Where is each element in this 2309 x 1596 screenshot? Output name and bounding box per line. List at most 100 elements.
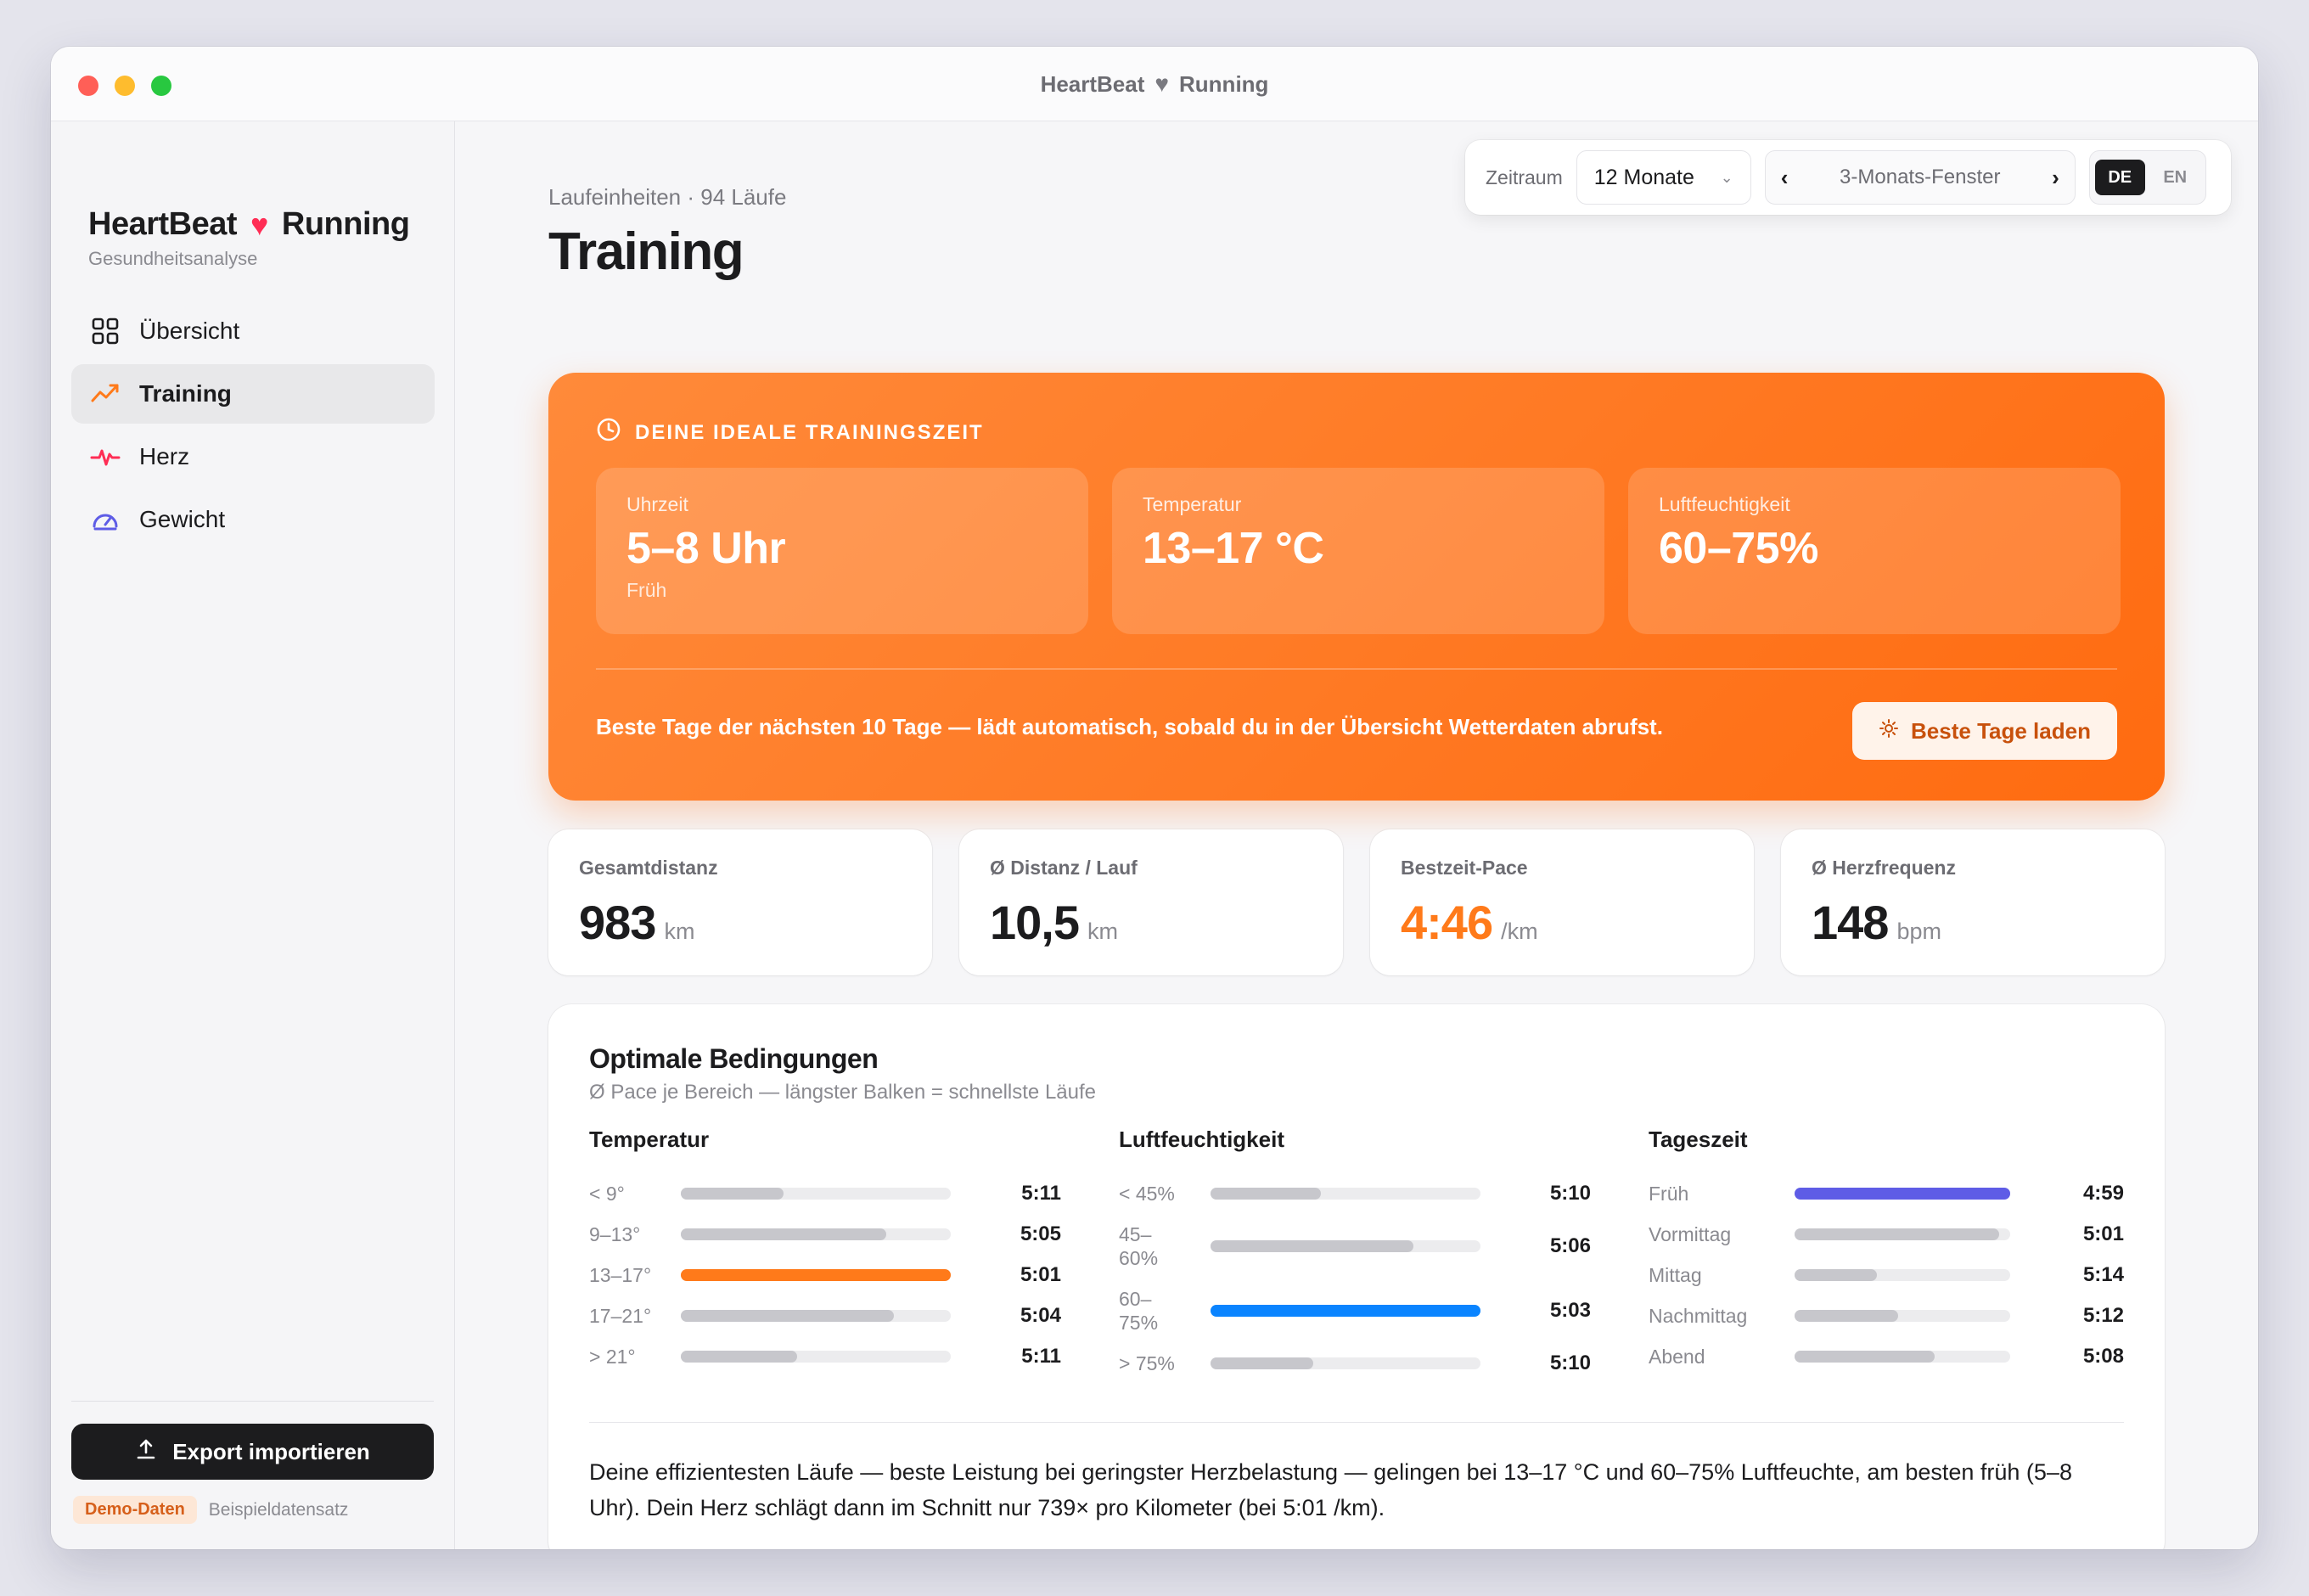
load-best-days-button[interactable]: Beste Tage laden <box>1852 702 2117 760</box>
condition-bar-track <box>1211 1305 1480 1317</box>
condition-row: 45– 60% 5:06 <box>1119 1214 1621 1278</box>
stat-value: 983 <box>579 896 656 949</box>
hero-card-humidity: Luftfeuchtigkeit 60–75% <box>1628 468 2121 634</box>
condition-bar <box>681 1228 886 1240</box>
hero-divider <box>596 668 2117 670</box>
title-bar: HeartBeat ♥ Running <box>51 47 2258 121</box>
condition-bar <box>681 1269 951 1281</box>
column-rows: Früh 4:59 Vormittag 5:01 Mittag 5:14 Nachmitta… <box>1649 1173 2151 1377</box>
stat-unit: bpm <box>1896 919 1941 944</box>
condition-bar <box>681 1351 797 1363</box>
condition-value: 5:12 <box>2082 1304 2124 1327</box>
condition-bar-track <box>1795 1310 2010 1322</box>
condition-value: 5:14 <box>2082 1263 2124 1286</box>
heart-icon: ♥ <box>250 206 268 242</box>
window-navigator: ‹ 3-Monats-Fenster › <box>1764 150 2076 205</box>
condition-bar <box>1795 1310 1898 1322</box>
load-best-days-label: Beste Tage laden <box>1911 717 2091 744</box>
condition-value: 5:11 <box>1021 1345 1061 1368</box>
stat-best-pace: Bestzeit-Pace 4:46 /km <box>1370 829 1754 975</box>
condition-row: 17–21° 5:04 <box>589 1295 1092 1336</box>
stat-value: 148 <box>1812 896 1889 949</box>
condition-bar <box>1211 1240 1413 1252</box>
condition-value: 5:01 <box>1020 1263 1061 1286</box>
hero-card-value: 13–17 °C <box>1143 524 1324 573</box>
window-title-left: HeartBeat <box>1040 70 1145 97</box>
stat-value-row: 4:46 /km <box>1401 895 1723 950</box>
column-title: Temperatur <box>589 1127 710 1152</box>
condition-label: 45– 60% <box>1119 1223 1159 1269</box>
condition-value: 4:59 <box>2082 1182 2124 1205</box>
condition-value: 5:05 <box>1020 1222 1061 1245</box>
window-title: HeartBeat ♥ Running <box>51 47 2258 121</box>
condition-value: 5:03 <box>1549 1299 1591 1322</box>
stat-avg-heart-rate: Ø Herzfrequenz 148 bpm <box>1781 829 2165 975</box>
hero-heading: DEINE IDEALE TRAININGSZEIT <box>596 417 984 448</box>
export-import-label: Export importieren <box>172 1438 370 1464</box>
condition-row: 13–17° 5:01 <box>589 1255 1092 1295</box>
range-value: 12 Monate <box>1593 165 1694 189</box>
prev-window-button[interactable]: ‹ <box>1780 164 1789 190</box>
condition-row: Mittag 5:14 <box>1649 1255 2151 1295</box>
condition-bar-track <box>681 1188 951 1200</box>
brand-name-left: HeartBeat <box>88 206 238 242</box>
range-select[interactable]: 12 Monate ⌄ <box>1576 150 1751 205</box>
sidebar-item-weight[interactable]: Gewicht <box>71 490 435 549</box>
close-window-button[interactable] <box>78 76 98 96</box>
page-eyebrow: Laufeinheiten · 94 Läufe <box>548 184 787 210</box>
language-switch: DE EN <box>2088 150 2206 205</box>
hero-card-label: Uhrzeit <box>626 493 688 515</box>
sidebar-item-training[interactable]: Training <box>71 364 435 424</box>
column-title: Tageszeit <box>1649 1127 1748 1152</box>
grid-icon <box>90 316 121 346</box>
zoom-window-button[interactable] <box>151 76 171 96</box>
condition-label: 60– 75% <box>1119 1288 1159 1334</box>
stat-value-row: 148 bpm <box>1812 895 2134 950</box>
stat-label: Ø Distanz / Lauf <box>990 857 1138 879</box>
condition-row: Nachmittag 5:12 <box>1649 1295 2151 1336</box>
page-title: Training <box>548 222 744 281</box>
minimize-window-button[interactable] <box>115 76 135 96</box>
condition-row: > 75% 5:10 <box>1119 1343 1621 1384</box>
condition-bar-track <box>1211 1357 1480 1369</box>
conditions-subtitle: Ø Pace je Bereich — längster Balken = sc… <box>589 1081 1096 1104</box>
condition-value: 5:08 <box>2082 1345 2124 1368</box>
condition-bar-track <box>1795 1269 2010 1281</box>
lang-en-button[interactable]: EN <box>2163 167 2188 187</box>
sun-icon <box>1879 718 1899 745</box>
condition-bar-track <box>681 1310 951 1322</box>
brand-title: HeartBeat ♥ Running <box>88 206 410 243</box>
hero-card-time: Uhrzeit 5–8 Uhr Früh <box>596 468 1088 634</box>
condition-bar <box>1795 1228 2000 1240</box>
sidebar-item-label: Gewicht <box>139 506 226 532</box>
condition-row: Früh 4:59 <box>1649 1173 2151 1214</box>
condition-label: < 9° <box>589 1183 625 1205</box>
condition-bar-track <box>1795 1228 2010 1240</box>
condition-row: > 21° 5:11 <box>589 1336 1092 1377</box>
condition-row: < 45% 5:10 <box>1119 1173 1621 1214</box>
sidebar-item-overview[interactable]: Übersicht <box>71 301 435 361</box>
condition-bar <box>1211 1305 1480 1317</box>
stat-avg-distance: Ø Distanz / Lauf 10,5 km <box>959 829 1343 975</box>
condition-value: 5:10 <box>1549 1352 1591 1374</box>
condition-value: 5:10 <box>1549 1182 1591 1205</box>
condition-label: < 45% <box>1119 1183 1175 1205</box>
condition-bar-track <box>1795 1351 2010 1363</box>
condition-value: 5:01 <box>2082 1222 2124 1245</box>
next-window-button[interactable]: › <box>2052 164 2059 190</box>
hero-card-temperature: Temperatur 13–17 °C <box>1112 468 1604 634</box>
upload-icon <box>135 1438 157 1466</box>
stat-label: Gesamtdistanz <box>579 857 718 879</box>
hero-card-sub: Früh <box>626 579 667 601</box>
sidebar: HeartBeat ♥ Running Gesundheitsanalyse Ü… <box>51 121 455 1549</box>
condition-label: Mittag <box>1649 1264 1702 1286</box>
lang-de-button[interactable]: DE <box>2094 160 2145 195</box>
export-import-button[interactable]: Export importieren <box>71 1424 434 1480</box>
trend-icon <box>90 379 121 409</box>
hero-card-value: 5–8 Uhr <box>626 524 786 573</box>
stat-value-row: 10,5 km <box>990 895 1312 950</box>
sidebar-item-heart[interactable]: Herz <box>71 427 435 486</box>
gauge-icon <box>90 504 121 535</box>
condition-value: 5:06 <box>1549 1234 1591 1257</box>
conditions-column-daytime: Tageszeit Früh 4:59 Vormittag 5:01 Mittag 5:1… <box>1649 1127 2151 1377</box>
